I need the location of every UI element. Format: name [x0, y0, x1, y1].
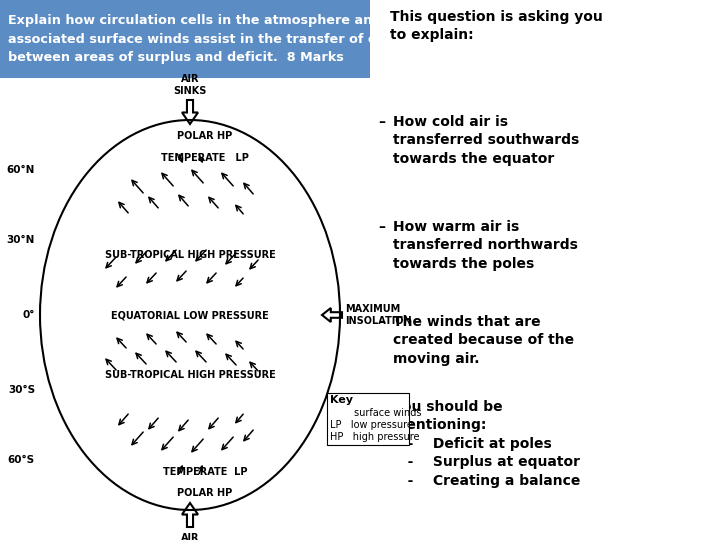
- Text: 60°N: 60°N: [6, 165, 35, 175]
- Text: TEMPERATE   LP: TEMPERATE LP: [161, 153, 249, 163]
- Text: POLAR HP: POLAR HP: [177, 131, 233, 141]
- Text: 30°N: 30°N: [6, 235, 35, 245]
- Text: EQUATORIAL LOW PRESSURE: EQUATORIAL LOW PRESSURE: [111, 310, 269, 320]
- Text: POLAR HP: POLAR HP: [177, 488, 233, 498]
- Text: HP   high pressure: HP high pressure: [330, 432, 420, 442]
- Text: MAXIMUM
INSOLATION: MAXIMUM INSOLATION: [345, 304, 412, 326]
- Text: surface winds: surface winds: [354, 408, 421, 418]
- Text: You should be
mentioning:
   -    Deficit at poles
   -    Surplus at equator
  : You should be mentioning: - Deficit at p…: [393, 400, 580, 488]
- Text: This question is asking you
to explain:: This question is asking you to explain:: [390, 10, 603, 43]
- Text: AIR
SINKS: AIR SINKS: [174, 75, 207, 96]
- Text: The winds that are
created because of the
moving air.: The winds that are created because of th…: [393, 315, 574, 366]
- Text: SUB-TROPICAL HIGH PRESSURE: SUB-TROPICAL HIGH PRESSURE: [104, 370, 275, 380]
- Bar: [0, 0, 370, 78]
- Text: –: –: [378, 315, 385, 329]
- Bar: [327, 393, 409, 445]
- Text: –: –: [378, 220, 385, 234]
- Text: AIR
SINKS: AIR SINKS: [174, 533, 207, 540]
- Text: 30°S: 30°S: [8, 385, 35, 395]
- Text: Key: Key: [330, 395, 353, 405]
- Text: 0°: 0°: [22, 310, 35, 320]
- Text: SUB-TROPICAL HIGH PRESSURE: SUB-TROPICAL HIGH PRESSURE: [104, 250, 275, 260]
- Text: TEMPERATE  LP: TEMPERATE LP: [163, 467, 247, 477]
- Text: Explain how circulation cells in the atmosphere and the
associated surface winds: Explain how circulation cells in the atm…: [8, 14, 418, 64]
- Text: How warm air is
transferred northwards
towards the poles: How warm air is transferred northwards t…: [393, 220, 578, 271]
- Text: LP   low pressure: LP low pressure: [330, 420, 413, 430]
- Text: –: –: [378, 400, 385, 414]
- Text: How cold air is
transferred southwards
towards the equator: How cold air is transferred southwards t…: [393, 115, 580, 166]
- Text: –: –: [378, 115, 385, 129]
- Text: 60°S: 60°S: [8, 455, 35, 465]
